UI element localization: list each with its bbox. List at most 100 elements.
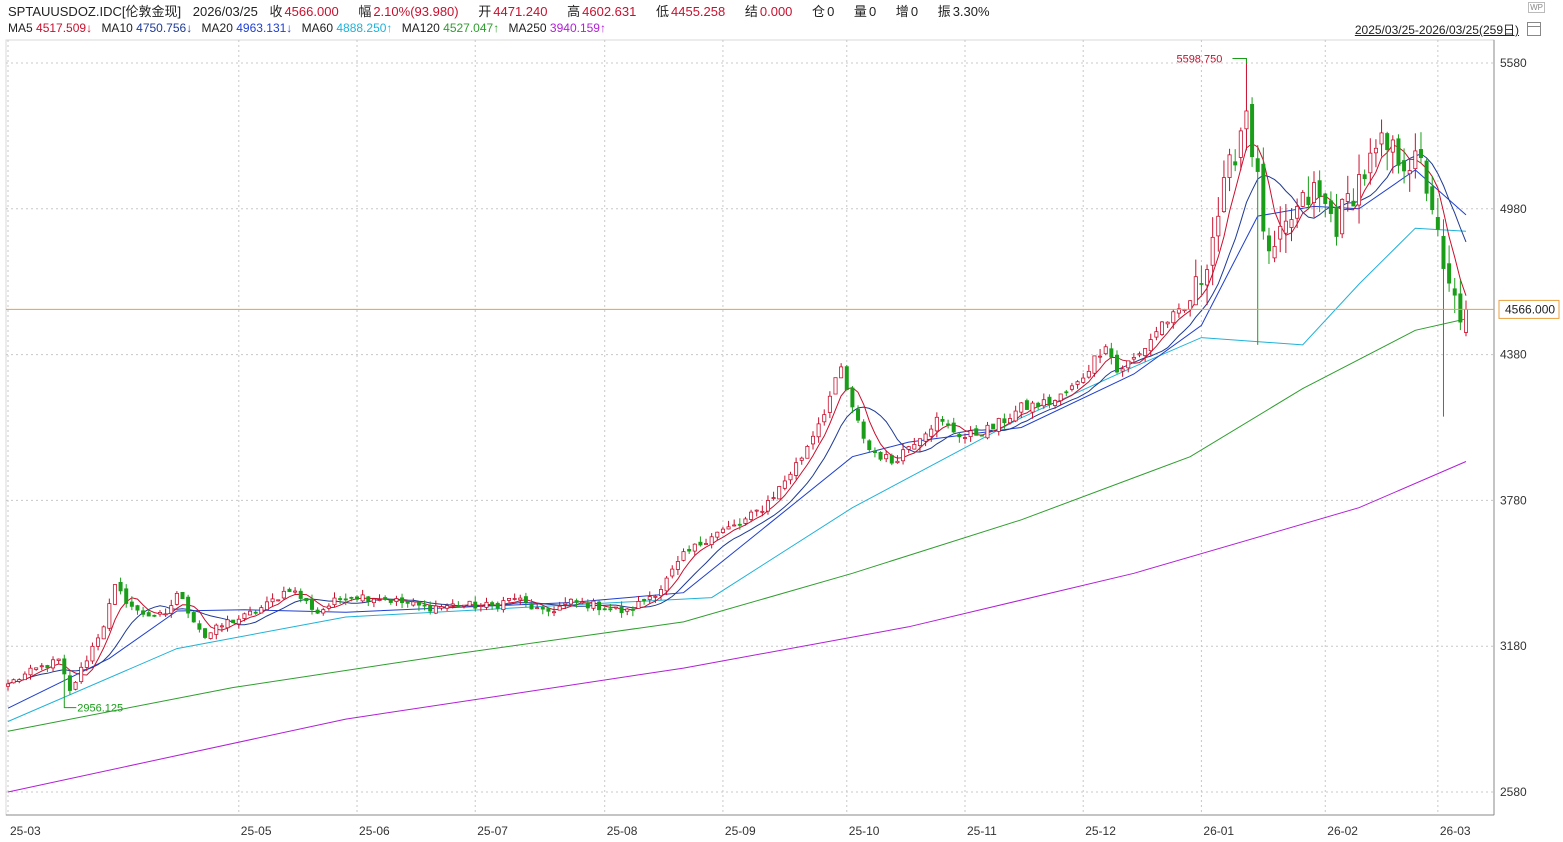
candle-body[interactable] — [1058, 393, 1063, 402]
candle-body[interactable] — [867, 440, 872, 451]
candle-body[interactable] — [1452, 288, 1457, 296]
candle-body[interactable] — [1008, 418, 1013, 424]
candle-body[interactable] — [856, 408, 861, 421]
candle-body[interactable] — [1126, 360, 1131, 369]
candle-body[interactable] — [850, 387, 855, 408]
candle-body[interactable] — [636, 600, 641, 609]
candle-body[interactable] — [203, 628, 208, 638]
candle-body[interactable] — [473, 601, 478, 609]
candle-body[interactable] — [1075, 381, 1080, 385]
candle-body[interactable] — [1064, 391, 1069, 394]
candle-body[interactable] — [84, 660, 89, 668]
candle-body[interactable] — [613, 606, 618, 609]
candle-body[interactable] — [1103, 346, 1108, 355]
candle-body[interactable] — [45, 665, 50, 669]
candle-body[interactable] — [1244, 110, 1249, 130]
candle-body[interactable] — [1312, 182, 1317, 203]
candle-body[interactable] — [709, 536, 714, 545]
candle-body[interactable] — [338, 598, 343, 600]
candle-body[interactable] — [478, 605, 483, 607]
candle-body[interactable] — [73, 681, 78, 690]
candle-body[interactable] — [242, 613, 247, 619]
candle-body[interactable] — [1148, 339, 1153, 352]
candle-body[interactable] — [96, 637, 101, 647]
candle-body[interactable] — [1081, 377, 1086, 383]
candle-body[interactable] — [698, 541, 703, 546]
candle-body[interactable] — [287, 588, 292, 592]
candle-body[interactable] — [664, 577, 669, 592]
candle-body[interactable] — [754, 509, 759, 512]
candle-body[interactable] — [1328, 200, 1333, 214]
candle-body[interactable] — [129, 601, 134, 607]
candle-body[interactable] — [169, 605, 174, 614]
candle-body[interactable] — [968, 430, 973, 438]
candle-body[interactable] — [991, 423, 996, 430]
candle-body[interactable] — [777, 486, 782, 500]
candle-body[interactable] — [321, 609, 326, 614]
candle-body[interactable] — [704, 543, 709, 545]
candle-body[interactable] — [219, 625, 224, 628]
candle-body[interactable] — [1227, 154, 1232, 178]
candle-body[interactable] — [141, 610, 146, 615]
candle-body[interactable] — [946, 423, 951, 426]
candle-body[interactable] — [940, 418, 945, 422]
candle-body[interactable] — [737, 523, 742, 526]
candle-body[interactable] — [861, 421, 866, 439]
candle-body[interactable] — [647, 596, 652, 600]
candle-body[interactable] — [585, 602, 590, 609]
candle-body[interactable] — [1430, 186, 1435, 211]
candle-body[interactable] — [563, 602, 568, 605]
candle-body[interactable] — [653, 595, 658, 598]
candle-body[interactable] — [1295, 206, 1300, 219]
symbol-name[interactable]: SPTAUUSDOZ.IDC[伦敦金现] — [8, 4, 182, 19]
ma-legend-item[interactable]: MA5 4517.509↓ — [8, 21, 92, 35]
candle-body[interactable] — [1306, 196, 1311, 206]
candle-body[interactable] — [805, 446, 810, 459]
candle-body[interactable] — [1357, 174, 1362, 206]
candle-body[interactable] — [552, 611, 557, 614]
candle-body[interactable] — [1334, 206, 1339, 237]
candle-body[interactable] — [1188, 300, 1193, 310]
candle-body[interactable] — [574, 600, 579, 603]
candle-body[interactable] — [1345, 193, 1350, 202]
candle-body[interactable] — [450, 603, 455, 606]
candle-body[interactable] — [1053, 400, 1058, 406]
candle-body[interactable] — [394, 598, 399, 602]
candle-body[interactable] — [749, 511, 754, 520]
candle-body[interactable] — [720, 528, 725, 533]
candle-body[interactable] — [1069, 385, 1074, 390]
candle-body[interactable] — [1205, 269, 1210, 286]
candle-body[interactable] — [1109, 348, 1114, 358]
candle-body[interactable] — [51, 659, 56, 669]
candle-body[interactable] — [1030, 402, 1035, 413]
candle-body[interactable] — [1143, 348, 1148, 357]
candle-body[interactable] — [996, 418, 1001, 432]
candle-body[interactable] — [1199, 283, 1204, 285]
candle-body[interactable] — [1176, 308, 1181, 314]
candle-body[interactable] — [743, 518, 748, 524]
candle-body[interactable] — [157, 612, 162, 615]
candle-body[interactable] — [1233, 161, 1238, 166]
candle-body[interactable] — [929, 428, 934, 437]
candle-body[interactable] — [1396, 138, 1401, 166]
candle-body[interactable] — [1418, 149, 1423, 159]
candle-body[interactable] — [377, 599, 382, 601]
candle-body[interactable] — [174, 592, 179, 605]
candle-body[interactable] — [298, 590, 303, 599]
candle-body[interactable] — [1390, 139, 1395, 153]
candle-body[interactable] — [1407, 170, 1412, 175]
candle-body[interactable] — [101, 626, 106, 640]
candle-body[interactable] — [692, 543, 697, 552]
candle-body[interactable] — [253, 611, 258, 614]
candle-body[interactable] — [1131, 356, 1136, 360]
candle-body[interactable] — [231, 619, 236, 624]
candle-body[interactable] — [461, 604, 466, 607]
candle-body[interactable] — [810, 435, 815, 445]
candle-body[interactable] — [332, 597, 337, 606]
candle-body[interactable] — [1402, 160, 1407, 172]
candle-body[interactable] — [1193, 276, 1198, 306]
candle-body[interactable] — [484, 601, 489, 608]
candle-body[interactable] — [1137, 353, 1142, 356]
candle-body[interactable] — [546, 608, 551, 612]
candle-body[interactable] — [309, 598, 314, 610]
